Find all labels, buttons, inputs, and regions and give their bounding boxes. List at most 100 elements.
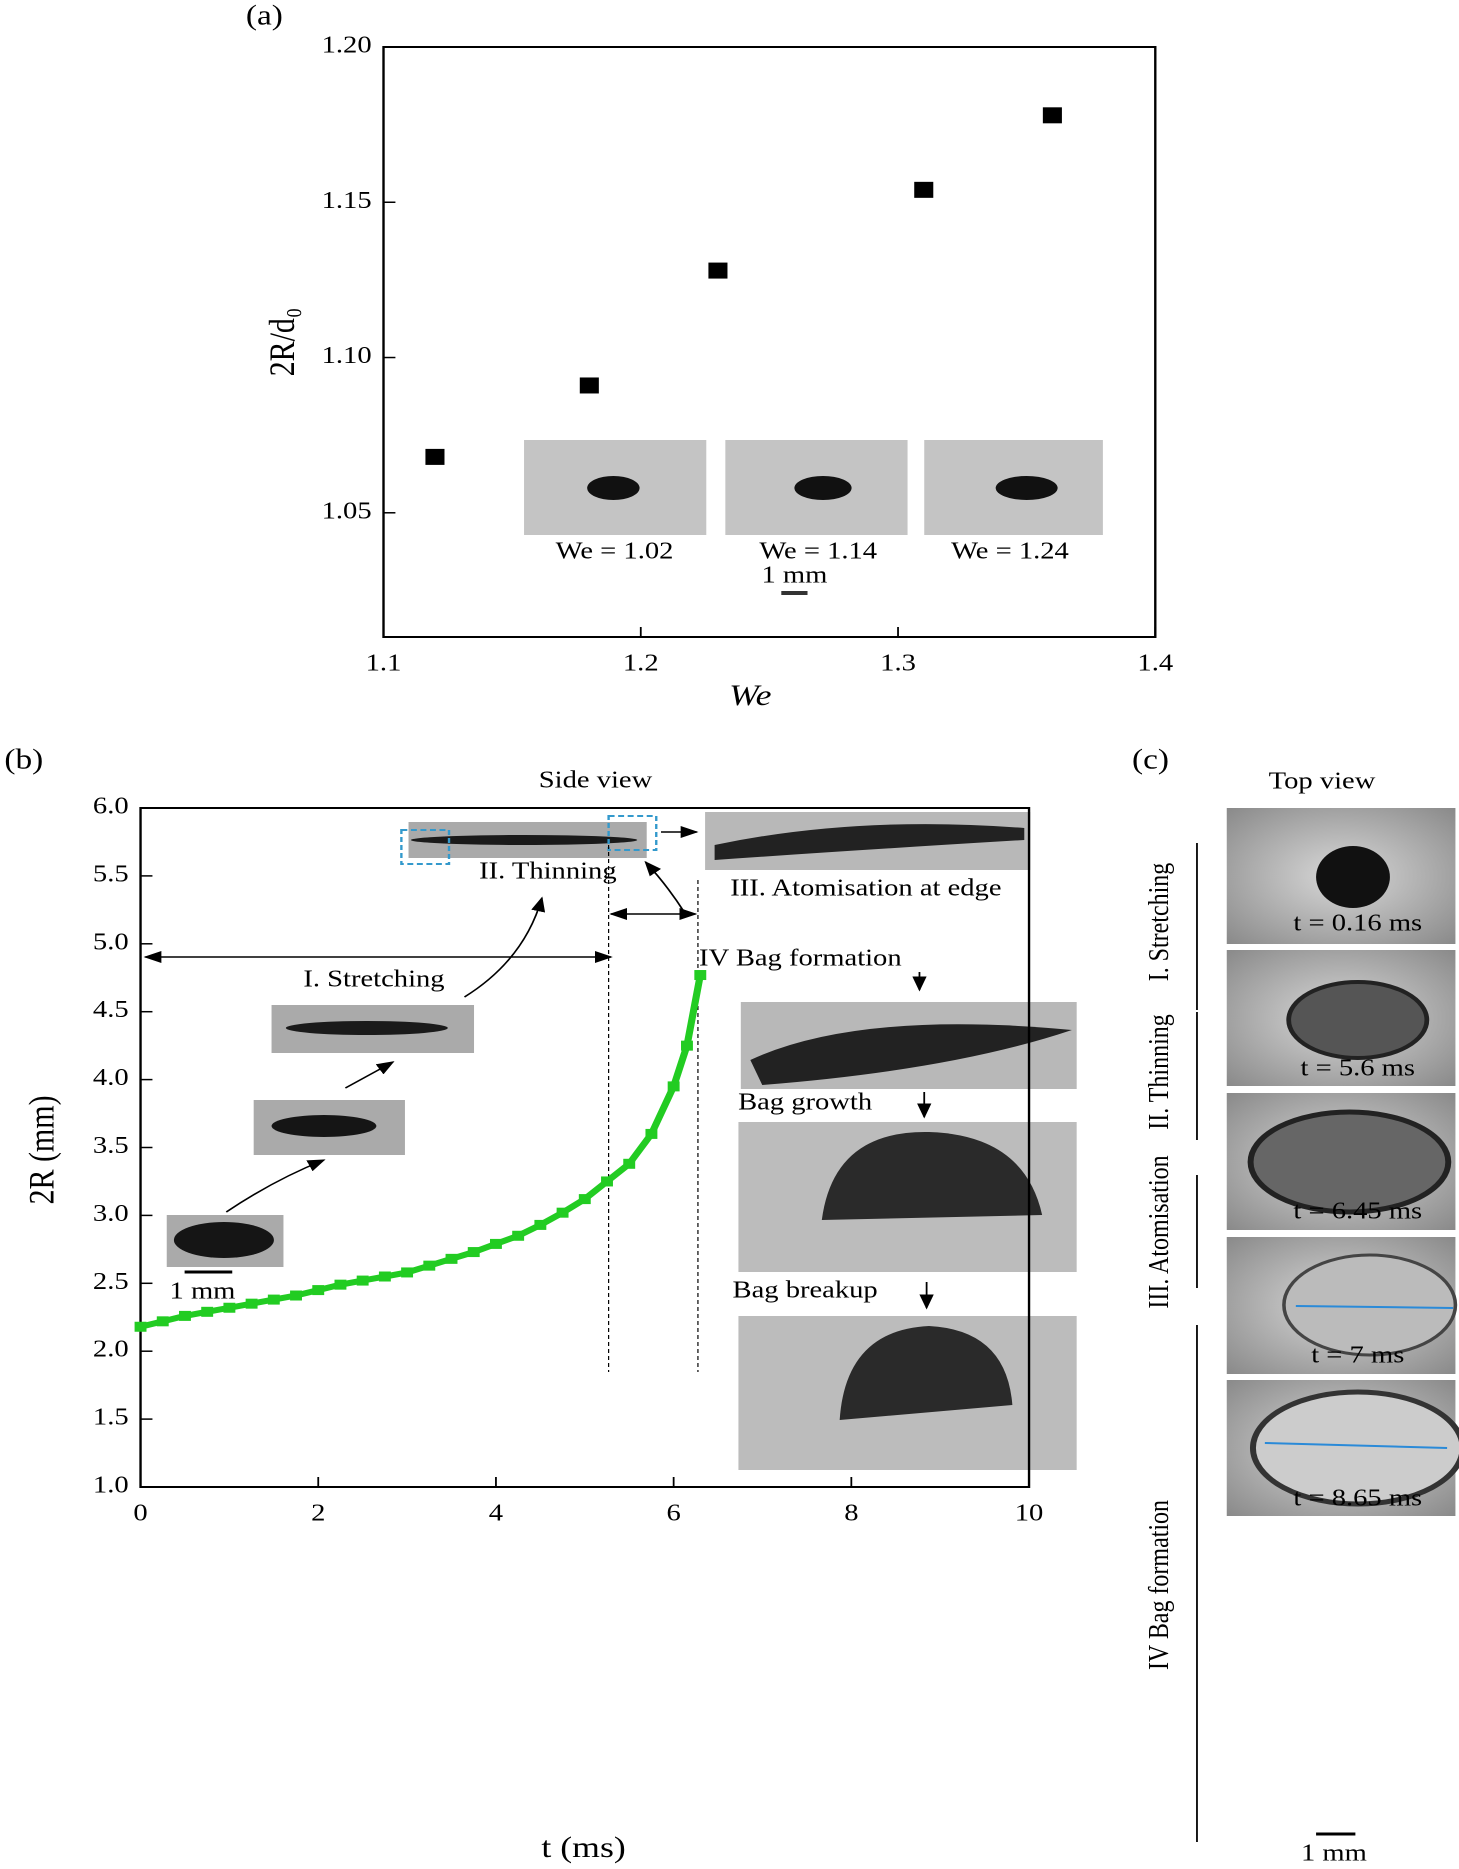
- annotation: I. Stretching: [303, 965, 444, 992]
- point: [681, 1040, 693, 1051]
- inset-label: We = 1.24: [951, 537, 1069, 564]
- arrow: [344, 1061, 395, 1089]
- point: [179, 1310, 191, 1321]
- point: [201, 1306, 214, 1317]
- arrow: [1295, 1305, 1454, 1309]
- point: [556, 1207, 569, 1218]
- y-tick-label: 6.0: [93, 792, 129, 819]
- arrow: [463, 896, 546, 998]
- y-tick-label: 1.10: [322, 341, 372, 368]
- x-tick-label: 2: [311, 1499, 325, 1526]
- annotation: III. Atomisation at edge: [730, 874, 1001, 901]
- point: [425, 448, 445, 465]
- point: [290, 1290, 302, 1301]
- annotation: Bag breakup: [733, 1276, 878, 1303]
- plot-frame: [382, 46, 1157, 638]
- point: [334, 1279, 347, 1290]
- bag: [821, 1131, 1043, 1220]
- x-tick-label: 1.2: [623, 649, 659, 676]
- phase-label: II. Thinning: [1142, 1014, 1174, 1129]
- drop: [285, 1021, 448, 1035]
- drop: [794, 476, 852, 500]
- x-tick-label: 4: [489, 1499, 503, 1526]
- x-tick-label: 0: [133, 1499, 147, 1526]
- arrow: [644, 860, 686, 914]
- x-tick-label: 1.3: [880, 649, 916, 676]
- phase-label: IV Bag formation: [1142, 1500, 1174, 1670]
- drop: [173, 1222, 274, 1258]
- point: [245, 1298, 258, 1309]
- annotation: II. Thinning: [479, 857, 617, 884]
- x-axis-label: We: [729, 679, 771, 712]
- drop: [587, 476, 640, 500]
- point: [512, 1230, 525, 1241]
- point: [667, 1081, 680, 1092]
- drop: [995, 476, 1058, 500]
- drop: [714, 824, 1025, 860]
- x-tick-label: 1.4: [1137, 649, 1173, 676]
- drop: [1282, 1253, 1458, 1357]
- point: [1042, 107, 1062, 124]
- annotation: Bag growth: [738, 1088, 872, 1115]
- drop: [1286, 980, 1430, 1060]
- point: [156, 1316, 169, 1327]
- frame-label: t = 5.6 ms: [1301, 1054, 1416, 1081]
- frame-label: t = 0.16 ms: [1293, 909, 1422, 936]
- zoom-box: [607, 815, 658, 851]
- drop: [271, 1115, 377, 1137]
- point: [914, 181, 934, 198]
- phase-label: I. Stretching: [1142, 863, 1174, 982]
- drop: [1247, 1109, 1452, 1215]
- y-axis-label: 2R (mm): [23, 1095, 62, 1204]
- arrow: [225, 1159, 326, 1213]
- drop: [750, 1024, 1072, 1085]
- y-tick-label: 5.5: [93, 860, 129, 887]
- point: [601, 1176, 613, 1187]
- point: [134, 1321, 147, 1332]
- panel-label: (c): [1132, 744, 1169, 775]
- y-tick-label: 4.5: [93, 995, 129, 1022]
- frame-label: t = 8.65 ms: [1293, 1484, 1422, 1511]
- point: [579, 377, 599, 394]
- point: [645, 1128, 658, 1139]
- y-tick-label: 1.20: [322, 31, 372, 58]
- x-tick-label: 10: [1015, 1499, 1044, 1526]
- frame-label: t = 6.45 ms: [1293, 1197, 1422, 1224]
- point: [623, 1158, 636, 1169]
- point: [423, 1260, 436, 1271]
- drop: [1250, 1389, 1459, 1507]
- point: [708, 262, 728, 279]
- y-tick-label: 3.0: [93, 1199, 129, 1226]
- point: [467, 1247, 480, 1258]
- chart-title: Side view: [539, 766, 652, 793]
- zoom-box: [400, 829, 451, 865]
- y-axis-label: 2R/d₀: [264, 308, 303, 377]
- inset-label: We = 1.02: [556, 537, 674, 564]
- point: [378, 1271, 391, 1282]
- point: [534, 1219, 547, 1230]
- y-tick-label: 3.5: [93, 1131, 129, 1158]
- phase-label: III. Atomisation: [1142, 1155, 1174, 1308]
- panel-title: Top view: [1269, 767, 1376, 794]
- y-tick-label: 1.05: [322, 496, 372, 523]
- point: [445, 1253, 458, 1264]
- drop: [1316, 846, 1390, 908]
- y-tick-label: 5.0: [93, 927, 129, 954]
- y-tick-label: 1.15: [322, 186, 372, 213]
- arrow: [1264, 1442, 1448, 1449]
- scale-label: 1 mm: [761, 561, 827, 588]
- point: [223, 1302, 236, 1313]
- point: [401, 1267, 414, 1278]
- point: [489, 1238, 502, 1249]
- x-tick-label: 6: [666, 1499, 680, 1526]
- x-tick-label: 1.1: [366, 649, 402, 676]
- scale-label: 1 mm: [1301, 1839, 1367, 1866]
- drop: [410, 835, 638, 845]
- y-tick-label: 2.5: [93, 1267, 129, 1294]
- annotation: 1 mm: [170, 1277, 236, 1304]
- panel-label: (b): [4, 744, 43, 775]
- inset-label: We = 1.14: [759, 537, 877, 564]
- frame-label: t = 7 ms: [1311, 1341, 1404, 1368]
- panel-label: (a): [246, 0, 283, 31]
- x-axis-label: t (ms): [541, 1831, 625, 1864]
